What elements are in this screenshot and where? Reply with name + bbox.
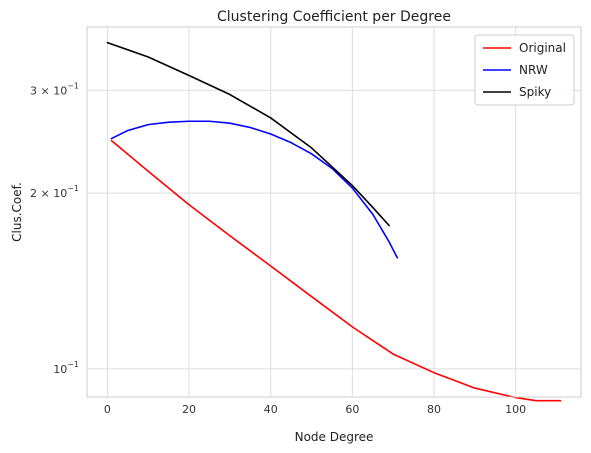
x-axis-label: Node Degree [295, 430, 374, 444]
y-tick-label: 3 × 10−1 [30, 81, 79, 97]
legend: Original NRW Spiky [474, 34, 575, 106]
x-tick-label: 40 [264, 403, 278, 416]
y-axis-label: Clus.Coef. [10, 182, 24, 242]
legend-label-nrw: NRW [519, 63, 548, 77]
series-line-original [110, 139, 562, 402]
x-tick-label: 80 [427, 403, 441, 416]
y-tick-label: 10−1 [53, 360, 79, 376]
x-tick-labels: 0 20 40 60 80 100 [104, 403, 526, 416]
plot-frame [86, 26, 582, 398]
series-line-spiky [106, 41, 390, 227]
x-tick-label: 100 [505, 403, 526, 416]
x-tick-label: 0 [104, 403, 111, 416]
legend-box [474, 34, 575, 106]
x-tick-label: 20 [182, 403, 196, 416]
y-tick-labels: 3 × 10−1 2 × 10−1 10−1 [30, 81, 79, 376]
x-tick-label: 60 [345, 403, 359, 416]
y-tick-label: 2 × 10−1 [30, 184, 79, 200]
series-lines [106, 41, 562, 402]
series-line-nrw [110, 120, 399, 259]
legend-label-original: Original [519, 41, 566, 55]
legend-label-spiky: Spiky [519, 85, 551, 99]
chart-title: Clustering Coefficient per Degree [217, 9, 451, 25]
